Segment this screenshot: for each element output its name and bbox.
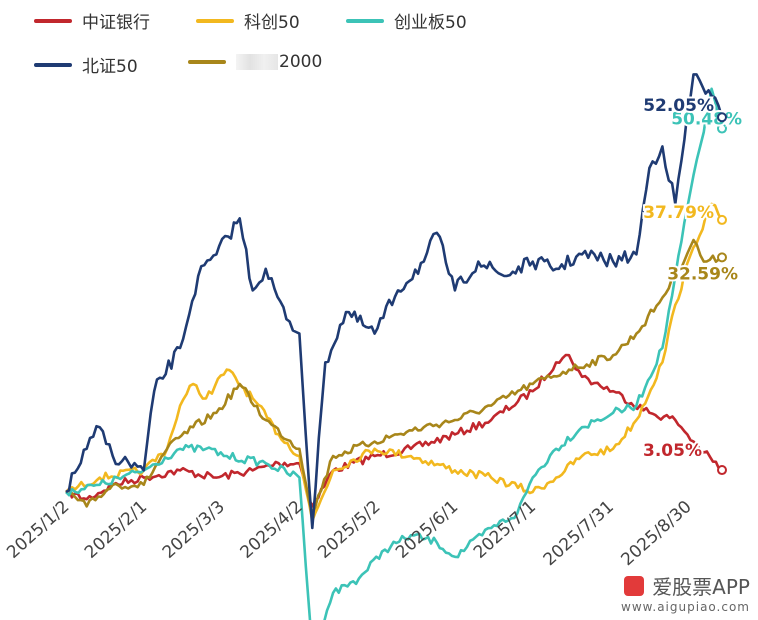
end-point-marker	[717, 112, 727, 123]
blurred-text	[236, 54, 278, 70]
watermark: 爱股票APP www.aigupiao.com	[621, 571, 750, 614]
legend-item-chinext50: 创业板50	[346, 8, 467, 33]
x-tick-label: 2025/6/1	[392, 497, 462, 563]
x-tick-label: 2025/7/1	[470, 497, 540, 563]
legend-item-bse50: 北证50	[34, 52, 138, 77]
legend-item-2000: 2000	[188, 52, 322, 72]
end-value-label: 52.05%	[643, 96, 714, 116]
x-tick-label: 2025/8/30	[617, 497, 695, 570]
x-tick-label: 2025/5/2	[314, 497, 384, 563]
watermark-name: 爱股票APP	[652, 575, 750, 599]
legend-swatch	[196, 18, 234, 23]
series-line	[65, 87, 724, 620]
end-point-marker	[717, 465, 727, 476]
x-tick-label: 2025/3/3	[159, 497, 229, 563]
end-value-label: 32.59%	[667, 264, 738, 284]
legend-label: 科创50	[244, 13, 300, 33]
label-layer: 3.05%37.79%32.59%50.48%52.05%	[641, 94, 744, 476]
legend-label: 2000	[279, 52, 323, 72]
end-point-marker	[717, 123, 727, 134]
series-line	[65, 73, 724, 530]
x-axis-ticks: 2025/1/2 2025/2/1 2025/3/3 2025/4/2 2025/5/2…	[3, 497, 695, 570]
legend-label: 创业板50	[394, 13, 467, 33]
series-line	[65, 353, 723, 508]
end-point-marker	[717, 252, 727, 263]
series-line	[65, 238, 723, 515]
legend-swatch	[34, 62, 72, 67]
x-tick-label: 2025/7/31	[540, 497, 618, 570]
legend-label: 中证银行	[82, 13, 150, 33]
legend-swatch	[188, 60, 226, 64]
end-value-label: 3.05%	[643, 441, 702, 461]
x-tick-label: 2025/1/2	[3, 497, 73, 563]
end-point-marker	[717, 214, 727, 225]
watermark-url: www.aigupiao.com	[621, 600, 750, 614]
x-tick-label: 2025/4/2	[237, 497, 307, 563]
end-value-label: 37.79%	[643, 203, 714, 223]
legend-item-bank: 中证银行	[34, 8, 150, 33]
series-line	[65, 202, 724, 523]
legend-label: 北证50	[82, 57, 138, 77]
x-tick-label: 2025/2/1	[81, 497, 151, 563]
legend-swatch	[34, 18, 72, 23]
legend-item-star50: 科创50	[196, 8, 300, 33]
legend-swatch	[346, 18, 384, 23]
series-layer	[65, 73, 724, 620]
app-logo-icon	[624, 575, 645, 596]
